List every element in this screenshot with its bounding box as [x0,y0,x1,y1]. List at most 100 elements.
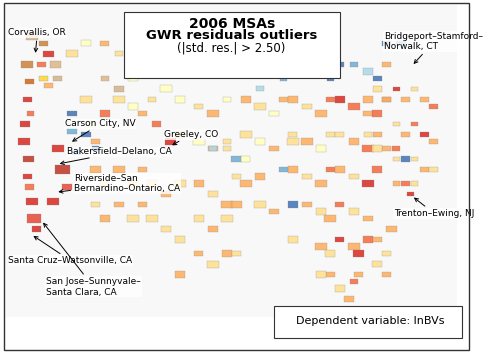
FancyBboxPatch shape [335,202,344,207]
FancyBboxPatch shape [315,110,327,117]
FancyBboxPatch shape [124,12,340,78]
FancyBboxPatch shape [240,131,252,138]
FancyBboxPatch shape [222,139,231,144]
FancyBboxPatch shape [344,296,354,302]
FancyBboxPatch shape [232,174,241,179]
FancyBboxPatch shape [372,237,382,243]
FancyBboxPatch shape [194,215,204,222]
FancyBboxPatch shape [392,87,400,91]
FancyBboxPatch shape [336,132,344,137]
FancyBboxPatch shape [27,214,42,223]
FancyBboxPatch shape [90,166,101,173]
FancyBboxPatch shape [231,202,241,208]
FancyBboxPatch shape [269,68,278,74]
FancyBboxPatch shape [100,41,110,46]
FancyBboxPatch shape [193,138,204,145]
FancyBboxPatch shape [382,97,391,102]
FancyBboxPatch shape [128,103,138,109]
FancyBboxPatch shape [185,41,194,46]
FancyBboxPatch shape [53,76,62,81]
FancyBboxPatch shape [352,250,364,257]
FancyBboxPatch shape [114,52,123,56]
FancyBboxPatch shape [114,202,124,207]
FancyBboxPatch shape [66,128,77,134]
FancyBboxPatch shape [22,61,33,68]
FancyBboxPatch shape [100,181,110,186]
FancyBboxPatch shape [372,110,382,116]
FancyBboxPatch shape [288,96,298,102]
FancyBboxPatch shape [362,237,373,243]
FancyBboxPatch shape [326,272,335,277]
Text: Bridgeport–Stamford–
Norwalk, CT: Bridgeport–Stamford– Norwalk, CT [384,32,484,63]
FancyBboxPatch shape [232,251,241,256]
Text: Santa Cruz–Watsonville, CA: Santa Cruz–Watsonville, CA [8,237,132,265]
FancyBboxPatch shape [175,271,185,278]
FancyBboxPatch shape [90,202,100,207]
FancyBboxPatch shape [86,121,96,127]
FancyBboxPatch shape [325,251,336,257]
FancyBboxPatch shape [82,132,90,137]
FancyBboxPatch shape [334,96,345,102]
FancyBboxPatch shape [302,202,312,207]
FancyBboxPatch shape [91,139,100,144]
FancyBboxPatch shape [207,110,218,117]
FancyBboxPatch shape [80,96,92,103]
FancyBboxPatch shape [279,97,287,102]
FancyBboxPatch shape [114,86,124,92]
FancyBboxPatch shape [316,145,326,151]
FancyBboxPatch shape [334,286,345,292]
FancyBboxPatch shape [363,216,372,221]
FancyBboxPatch shape [32,226,42,232]
FancyBboxPatch shape [254,173,265,180]
FancyBboxPatch shape [146,215,158,222]
FancyBboxPatch shape [362,145,374,152]
FancyBboxPatch shape [372,145,382,151]
FancyBboxPatch shape [160,85,172,92]
FancyBboxPatch shape [402,181,409,186]
FancyBboxPatch shape [288,132,298,137]
FancyBboxPatch shape [372,261,382,267]
Text: Bakersfield–Delano, CA: Bakersfield–Delano, CA [60,148,172,164]
FancyBboxPatch shape [392,122,400,126]
FancyBboxPatch shape [327,76,334,80]
FancyBboxPatch shape [254,103,266,110]
FancyBboxPatch shape [278,167,288,172]
FancyBboxPatch shape [348,103,360,110]
FancyBboxPatch shape [194,251,203,256]
FancyBboxPatch shape [287,138,298,145]
FancyBboxPatch shape [326,167,334,172]
FancyBboxPatch shape [208,62,217,67]
FancyBboxPatch shape [302,174,312,179]
FancyBboxPatch shape [66,50,78,58]
FancyBboxPatch shape [382,146,392,151]
FancyBboxPatch shape [47,198,59,204]
FancyBboxPatch shape [288,62,297,67]
FancyBboxPatch shape [160,191,171,197]
FancyBboxPatch shape [301,138,312,145]
FancyBboxPatch shape [420,97,429,102]
FancyBboxPatch shape [363,110,372,116]
FancyBboxPatch shape [382,41,391,46]
FancyBboxPatch shape [113,166,124,173]
FancyBboxPatch shape [412,157,418,161]
FancyBboxPatch shape [194,104,203,109]
FancyBboxPatch shape [372,166,382,173]
FancyBboxPatch shape [138,202,147,207]
FancyBboxPatch shape [402,132,409,137]
FancyBboxPatch shape [208,146,217,151]
FancyBboxPatch shape [146,40,157,47]
FancyBboxPatch shape [349,174,358,179]
FancyBboxPatch shape [362,68,373,74]
FancyBboxPatch shape [148,97,156,102]
FancyBboxPatch shape [302,104,312,109]
FancyBboxPatch shape [430,139,438,144]
FancyBboxPatch shape [100,215,110,222]
FancyBboxPatch shape [382,97,391,102]
FancyBboxPatch shape [402,156,409,162]
FancyBboxPatch shape [372,86,382,92]
FancyBboxPatch shape [420,167,428,172]
FancyBboxPatch shape [288,237,298,243]
FancyBboxPatch shape [146,180,157,187]
Text: (|std. res.| > 2.50): (|std. res.| > 2.50) [178,42,286,55]
FancyBboxPatch shape [222,97,231,102]
